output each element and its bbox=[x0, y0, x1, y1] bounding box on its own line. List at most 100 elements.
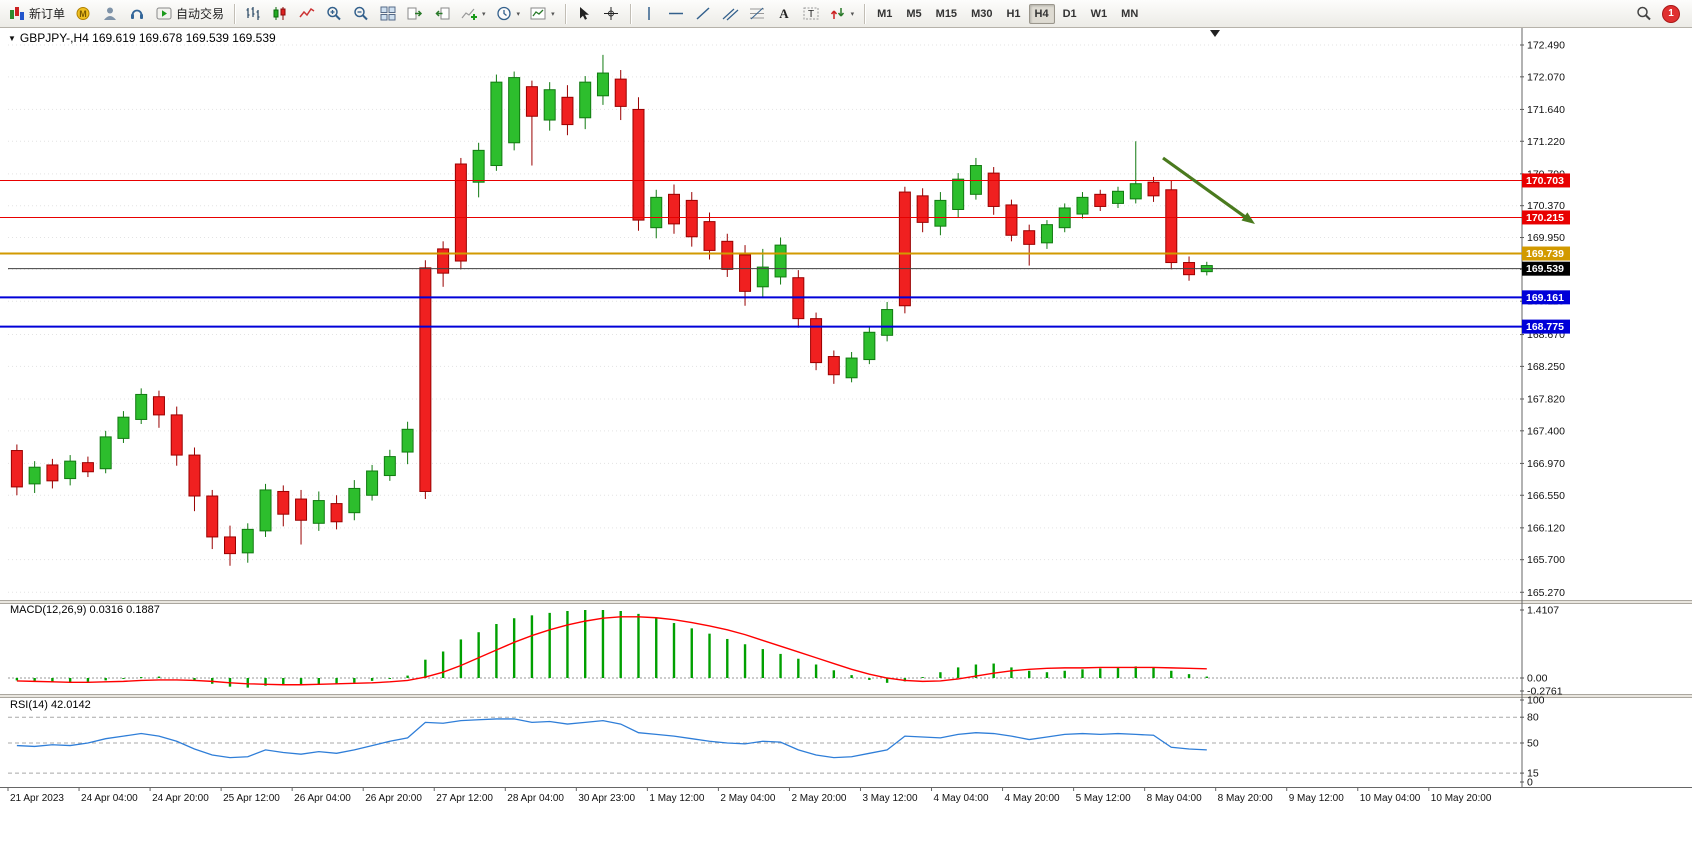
svg-text:30 Apr 23:00: 30 Apr 23:00 bbox=[578, 793, 635, 804]
tile-windows-button[interactable] bbox=[376, 2, 401, 25]
button-label: 新订单 bbox=[29, 7, 66, 21]
text-icon: A bbox=[776, 6, 793, 21]
arrows-button[interactable]: ▾ bbox=[826, 2, 859, 25]
svg-text:166.970: 166.970 bbox=[1527, 458, 1565, 470]
fibonacci-button[interactable] bbox=[745, 2, 770, 25]
cursor-icon bbox=[576, 6, 593, 21]
svg-text:8 May 20:00: 8 May 20:00 bbox=[1218, 793, 1273, 804]
metaquotes-button[interactable]: M bbox=[71, 2, 96, 25]
auto-scroll-button[interactable] bbox=[403, 2, 428, 25]
timeframe-m15-button[interactable]: M15 bbox=[930, 4, 963, 24]
svg-text:3 May 12:00: 3 May 12:00 bbox=[862, 793, 917, 804]
channel-icon bbox=[722, 6, 739, 21]
new-order-icon bbox=[9, 6, 26, 21]
timeframe-mn-button[interactable]: MN bbox=[1115, 4, 1144, 24]
svg-text:26 Apr 20:00: 26 Apr 20:00 bbox=[365, 793, 422, 804]
market-watch-button[interactable] bbox=[98, 2, 123, 25]
svg-text:24 Apr 04:00: 24 Apr 04:00 bbox=[81, 793, 138, 804]
dropdown-caret-icon: ▾ bbox=[516, 10, 521, 18]
label-icon: T bbox=[803, 6, 820, 21]
autotrading-icon bbox=[156, 6, 173, 21]
horizontal-line-button[interactable] bbox=[664, 2, 689, 25]
svg-text:170.703: 170.703 bbox=[1526, 175, 1564, 187]
dropdown-caret-icon: ▾ bbox=[482, 10, 486, 18]
price-axis[interactable] bbox=[1522, 28, 1692, 787]
text-label-button[interactable]: T bbox=[799, 2, 824, 25]
svg-text:50: 50 bbox=[1527, 738, 1539, 750]
timeframe-m1-button[interactable]: M1 bbox=[871, 4, 898, 24]
chart-shift-button[interactable] bbox=[430, 2, 455, 25]
timeframe-h4-button[interactable]: H4 bbox=[1028, 3, 1055, 24]
autotrading-button[interactable]: 自动交易 bbox=[152, 2, 228, 25]
timeframe-m30-button[interactable]: M30 bbox=[965, 4, 998, 24]
tile-icon bbox=[380, 6, 397, 21]
svg-text:169.161: 169.161 bbox=[1526, 292, 1564, 304]
channel-button[interactable] bbox=[718, 2, 743, 25]
svg-text:170.215: 170.215 bbox=[1526, 212, 1564, 224]
svg-text:167.820: 167.820 bbox=[1527, 393, 1565, 405]
symbol-title: ▼ GBPJPY-,H4 169.619 169.678 169.539 169… bbox=[8, 31, 276, 45]
search-button[interactable] bbox=[1634, 4, 1655, 23]
crosshair-icon bbox=[603, 6, 620, 21]
svg-text:1 May 12:00: 1 May 12:00 bbox=[649, 793, 704, 804]
rsi-panel-content bbox=[8, 716, 1520, 774]
periods-button[interactable]: ▾ bbox=[492, 2, 525, 25]
vertical-line-button[interactable] bbox=[637, 2, 662, 25]
svg-text:166.550: 166.550 bbox=[1527, 490, 1565, 502]
toolbar-separator bbox=[234, 3, 236, 24]
axis-frame bbox=[0, 28, 1692, 788]
main-chart-area[interactable] bbox=[8, 28, 1520, 600]
line-chart-button[interactable] bbox=[295, 2, 320, 25]
svg-text:80: 80 bbox=[1527, 712, 1539, 724]
fibo-icon bbox=[749, 6, 766, 21]
zoom-out-icon bbox=[353, 6, 370, 21]
rsi-panel[interactable] bbox=[8, 698, 1520, 787]
crosshair-button[interactable] bbox=[599, 2, 624, 25]
chart-scroll-marker[interactable] bbox=[1210, 30, 1220, 37]
time-axis[interactable] bbox=[0, 787, 1692, 807]
zoom-in-button[interactable] bbox=[322, 2, 347, 25]
macd-panel-content bbox=[8, 610, 1520, 688]
notifications-badge[interactable]: 1 bbox=[1662, 4, 1680, 23]
indicators-button[interactable]: ▾ bbox=[457, 2, 490, 25]
macd-axis-labels: 1.4107 0.00-0.2761 bbox=[1520, 605, 1563, 698]
svg-text:171.640: 171.640 bbox=[1527, 104, 1565, 116]
trendline-icon bbox=[695, 6, 712, 21]
svg-text:10 May 04:00: 10 May 04:00 bbox=[1360, 793, 1421, 804]
toolbar-separator bbox=[564, 3, 566, 24]
trendline-button[interactable] bbox=[691, 2, 716, 25]
support-button[interactable] bbox=[125, 2, 150, 25]
symbol-ohlc-text: GBPJPY-,H4 169.619 169.678 169.539 169.5… bbox=[19, 31, 276, 45]
horizontal-line-objects[interactable] bbox=[0, 179, 1522, 328]
svg-text:169.739: 169.739 bbox=[1526, 248, 1564, 260]
rsi-indicator-label: RSI(14) 42.0142 bbox=[10, 699, 91, 711]
button-label: 自动交易 bbox=[176, 7, 225, 21]
one-click-trading-arrow-icon[interactable]: ▼ bbox=[8, 33, 16, 43]
timeframe-h1-button[interactable]: H1 bbox=[1000, 4, 1026, 24]
metaquotes-icon: M bbox=[75, 6, 92, 21]
bars-icon bbox=[245, 6, 262, 21]
text-button[interactable]: A bbox=[772, 2, 797, 25]
templates-icon bbox=[530, 6, 547, 21]
macd-panel[interactable] bbox=[8, 604, 1520, 690]
toolbar-right-group: 1 bbox=[1634, 4, 1688, 23]
zoom-out-button[interactable] bbox=[349, 2, 374, 25]
macd-indicator-label: MACD(12,26,9) 0.0316 0.1887 bbox=[10, 604, 160, 616]
toolbar-separator bbox=[629, 3, 631, 24]
arrows-icon bbox=[830, 6, 847, 21]
timeframe-group: M1 M5 M15 M30 H1 H4 D1 W1 MN bbox=[870, 3, 1145, 24]
svg-text:8 May 04:00: 8 May 04:00 bbox=[1147, 793, 1202, 804]
svg-text:-0.2761: -0.2761 bbox=[1527, 686, 1563, 698]
templates-button[interactable]: ▾ bbox=[526, 2, 559, 25]
trend-arrow-object[interactable] bbox=[1162, 156, 1255, 224]
candlestick-chart-button[interactable] bbox=[268, 2, 293, 25]
timeframe-w1-button[interactable]: W1 bbox=[1085, 4, 1114, 24]
new-order-button[interactable]: 新订单 bbox=[5, 2, 69, 25]
panel-splitter[interactable] bbox=[0, 600, 1692, 698]
toolbar-separator bbox=[864, 3, 866, 24]
cursor-button[interactable] bbox=[572, 2, 597, 25]
timeframe-d1-button[interactable]: D1 bbox=[1057, 4, 1083, 24]
timeframe-m5-button[interactable]: M5 bbox=[900, 4, 927, 24]
bars-chart-button[interactable] bbox=[241, 2, 266, 25]
